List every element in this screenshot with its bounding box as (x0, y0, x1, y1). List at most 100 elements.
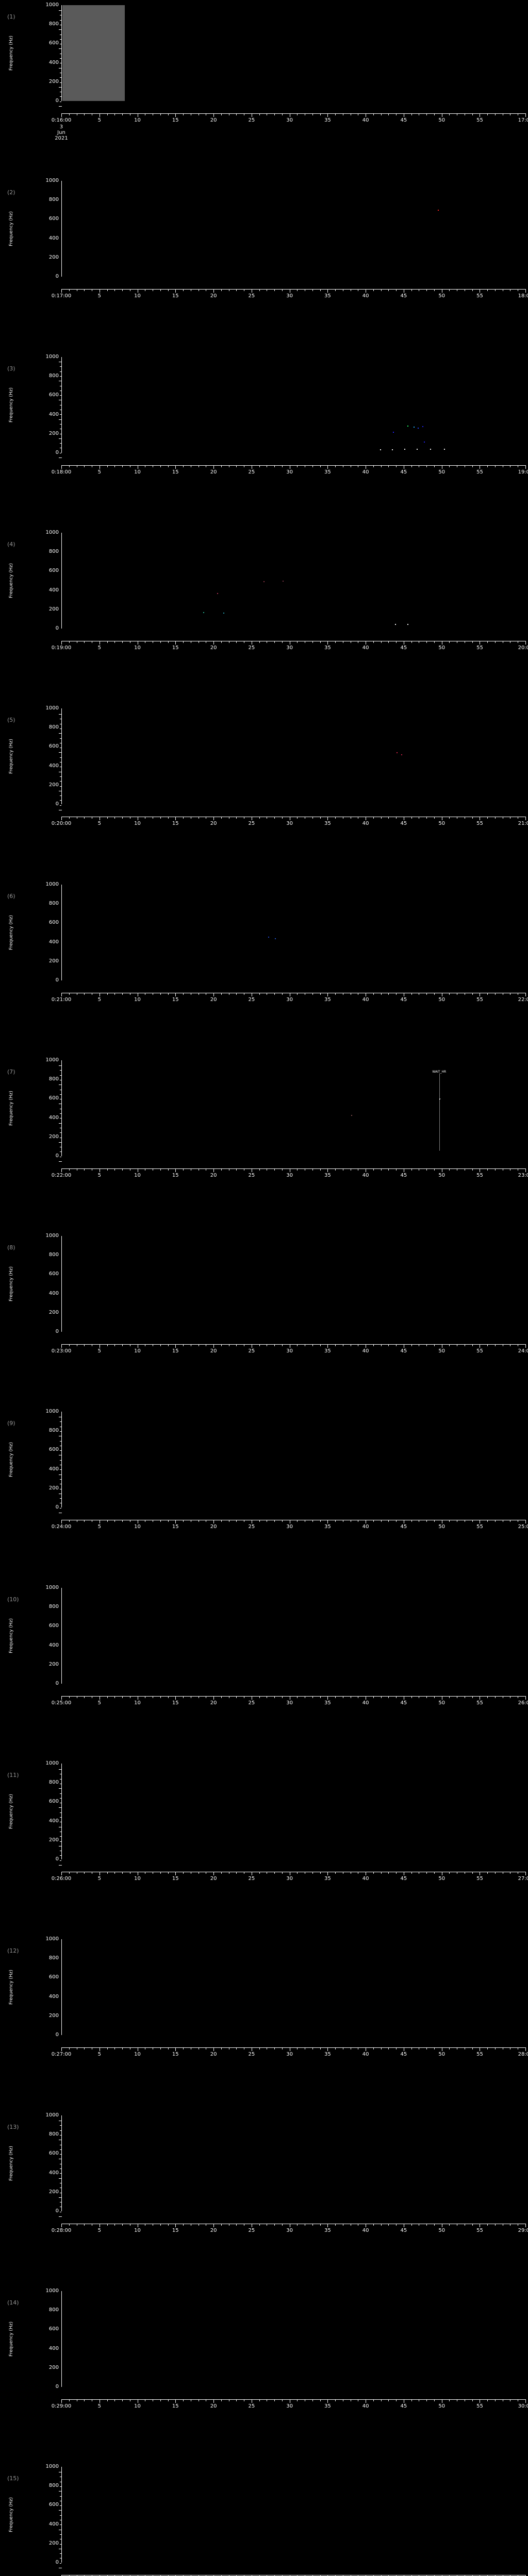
x-tick-minor (396, 289, 397, 291)
plot-area[interactable] (61, 357, 525, 453)
x-tick-label: 40 (362, 1876, 369, 1882)
y-axis-label-text: Frequency (Hz) (9, 2146, 14, 2181)
x-tick-label: 30 (286, 2403, 293, 2409)
y-axis-label: Frequency (Hz) (7, 5, 15, 101)
x-tick-label: 5 (97, 469, 101, 475)
y-tick-minor (60, 1812, 61, 1813)
plot-area[interactable] (61, 708, 525, 804)
x-tick-minor (434, 289, 435, 291)
plot-area[interactable] (61, 1412, 525, 1507)
x-tick-minor (236, 2047, 237, 2049)
x-tick-label: 5 (97, 2052, 101, 2057)
x-tick-minor (472, 1168, 473, 1171)
y-axis-label-text: Frequency (Hz) (9, 36, 14, 71)
y-tick-label: 600 (48, 1095, 59, 1101)
y-tick-minor (60, 1469, 61, 1470)
x-tick-label: 0:23:00 (51, 1348, 72, 1354)
x-tick-label: 20 (210, 2228, 217, 2233)
x-tick-label: 30 (286, 1524, 293, 1530)
y-tick-minor (60, 757, 61, 758)
plot-area[interactable] (61, 885, 525, 980)
y-tick-label: 600 (48, 920, 59, 926)
x-tick-minor (449, 1696, 450, 1698)
x-tick-label: 15 (172, 469, 179, 475)
x-tick-minor (312, 1872, 313, 1874)
y-tick-mark (59, 10, 62, 11)
x-tick-label: 35 (324, 2052, 331, 2057)
y-tick-minor (60, 776, 61, 777)
x-tick-minor (494, 2399, 496, 2401)
y-tick-minor (60, 443, 61, 444)
x-tick-major (213, 1344, 214, 1348)
x-axis-line (61, 2399, 525, 2400)
plot-area[interactable] (61, 2291, 525, 2387)
x-tick-minor (472, 993, 473, 995)
x-tick-label: 10 (134, 117, 141, 123)
x-tick-major (175, 641, 176, 645)
y-tick-label: 800 (48, 1428, 59, 1434)
x-tick-label: 5 (97, 1876, 101, 1882)
x-tick-minor (494, 289, 496, 291)
x-tick-minor (183, 641, 184, 643)
x-tick-minor (434, 113, 435, 115)
x-tick-minor (426, 1872, 427, 1874)
x-tick-minor (312, 1344, 313, 1346)
x-tick-minor (168, 1168, 169, 1171)
x-tick-minor (84, 1696, 85, 1698)
x-tick-major (213, 1872, 214, 1875)
plot-area[interactable] (61, 5, 525, 101)
x-tick-minor (259, 2399, 260, 2401)
x-tick-minor (114, 1520, 116, 1522)
y-tick-label: 800 (48, 1955, 59, 1961)
x-tick-minor (84, 113, 85, 115)
x-tick-minor (320, 1344, 321, 1346)
x-tick-minor (320, 465, 321, 467)
y-tick-minor (60, 1798, 61, 1799)
y-axis-label: Frequency (Hz) (7, 1412, 15, 1507)
plot-area[interactable]: WAIT_HR (61, 1060, 525, 1156)
x-tick-major (213, 817, 214, 820)
y-axis-label-text: Frequency (Hz) (9, 1266, 14, 1301)
x-tick-minor (297, 1696, 298, 1698)
x-tick-minor (373, 1168, 374, 1171)
x-tick-minor (396, 993, 397, 995)
y-tick-label: 1000 (45, 882, 59, 887)
x-tick-minor (297, 2047, 298, 2049)
plot-area[interactable] (61, 1764, 525, 1859)
x-tick-minor (107, 113, 108, 115)
x-tick-label: 0:22:00 (51, 1173, 72, 1178)
x-tick-minor (168, 817, 169, 819)
x-tick-major (525, 2224, 526, 2227)
plot-area[interactable] (61, 2467, 525, 2563)
x-tick-minor (259, 289, 260, 291)
x-tick-minor (274, 1696, 275, 1698)
x-tick-minor (160, 1872, 161, 1874)
x-tick-major (61, 113, 62, 117)
x-tick-minor (373, 1344, 374, 1346)
x-tick-label: 10 (134, 293, 141, 299)
y-tick-minor (60, 1855, 61, 1856)
x-tick-major (327, 641, 328, 645)
x-tick-label: 5 (97, 1348, 101, 1354)
x-tick-minor (494, 2047, 496, 2049)
x-tick-minor (335, 2399, 336, 2401)
y-tick-label: 400 (48, 59, 59, 65)
y-tick-label: 400 (48, 939, 59, 945)
plot-area[interactable] (61, 1588, 525, 1684)
plot-area[interactable] (61, 1939, 525, 2035)
x-tick-minor (472, 641, 473, 643)
plot-area[interactable] (61, 2115, 525, 2211)
y-tick-minor (60, 101, 61, 102)
x-tick-label: 25 (248, 117, 255, 123)
x-tick-label: 40 (362, 997, 369, 1003)
y-tick-label: 800 (48, 2483, 59, 2489)
x-tick-label: 50 (438, 469, 446, 475)
y-tick-label: 1000 (45, 2, 59, 8)
y-tick-minor (60, 738, 61, 739)
x-tick-minor (320, 1168, 321, 1171)
plot-area[interactable] (61, 533, 525, 629)
plot-area[interactable] (61, 181, 525, 277)
x-tick-minor (434, 1872, 435, 1874)
y-tick-label: 600 (48, 216, 59, 222)
plot-area[interactable] (61, 1236, 525, 1332)
